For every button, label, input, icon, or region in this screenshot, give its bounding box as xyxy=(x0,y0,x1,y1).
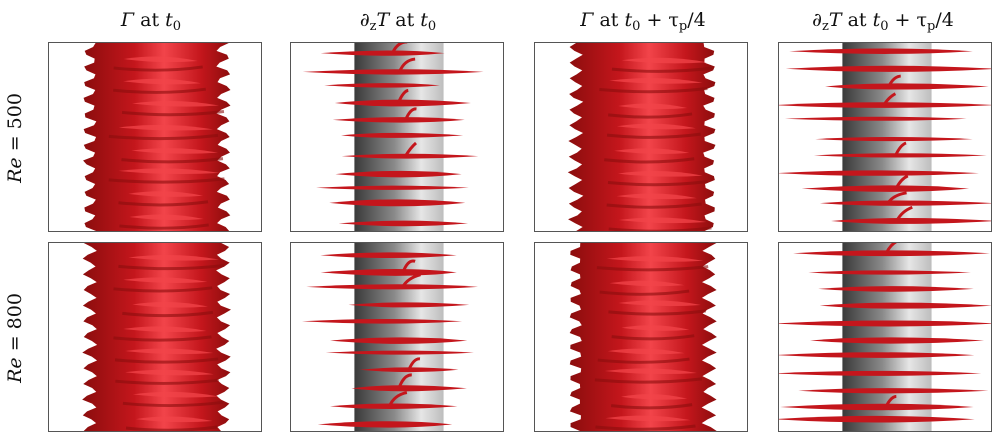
gamma-surface-image xyxy=(567,43,716,231)
panel-dzT-re800-t0 xyxy=(290,242,504,432)
gamma-surface-image xyxy=(82,243,231,431)
panel-dzT-re800-t0-quarter xyxy=(778,242,992,432)
panel-dzT-re500-t0-quarter xyxy=(778,42,992,232)
panel-dzT-re500-t0 xyxy=(290,42,504,232)
panel-gamma-re500-t0 xyxy=(48,42,262,232)
dzT-structures-image xyxy=(302,43,484,231)
panel-gamma-re800-t0-quarter xyxy=(534,242,748,432)
column-title-gamma-t0: Γ at t0 xyxy=(120,9,182,34)
gamma-surface-image xyxy=(569,243,717,431)
dzT-structures-image xyxy=(779,43,991,231)
gamma-surface-image xyxy=(83,43,231,231)
panel-gamma-re500-t0-quarter xyxy=(534,42,748,232)
dzT-structures-image xyxy=(779,243,991,431)
column-title-gamma-t0-quarter: Γ at t0 + τp/4 xyxy=(580,9,706,34)
dzT-structures-image xyxy=(301,243,479,431)
column-title-dzT-t0: ∂zT at t0 xyxy=(359,9,437,34)
row-label-re500: Re = 500 xyxy=(4,93,27,183)
row-label-re800: Re = 800 xyxy=(4,293,27,383)
column-title-dzT-t0-quarter: ∂zT at t0 + τp/4 xyxy=(812,9,954,34)
panel-gamma-re800-t0 xyxy=(48,242,262,432)
